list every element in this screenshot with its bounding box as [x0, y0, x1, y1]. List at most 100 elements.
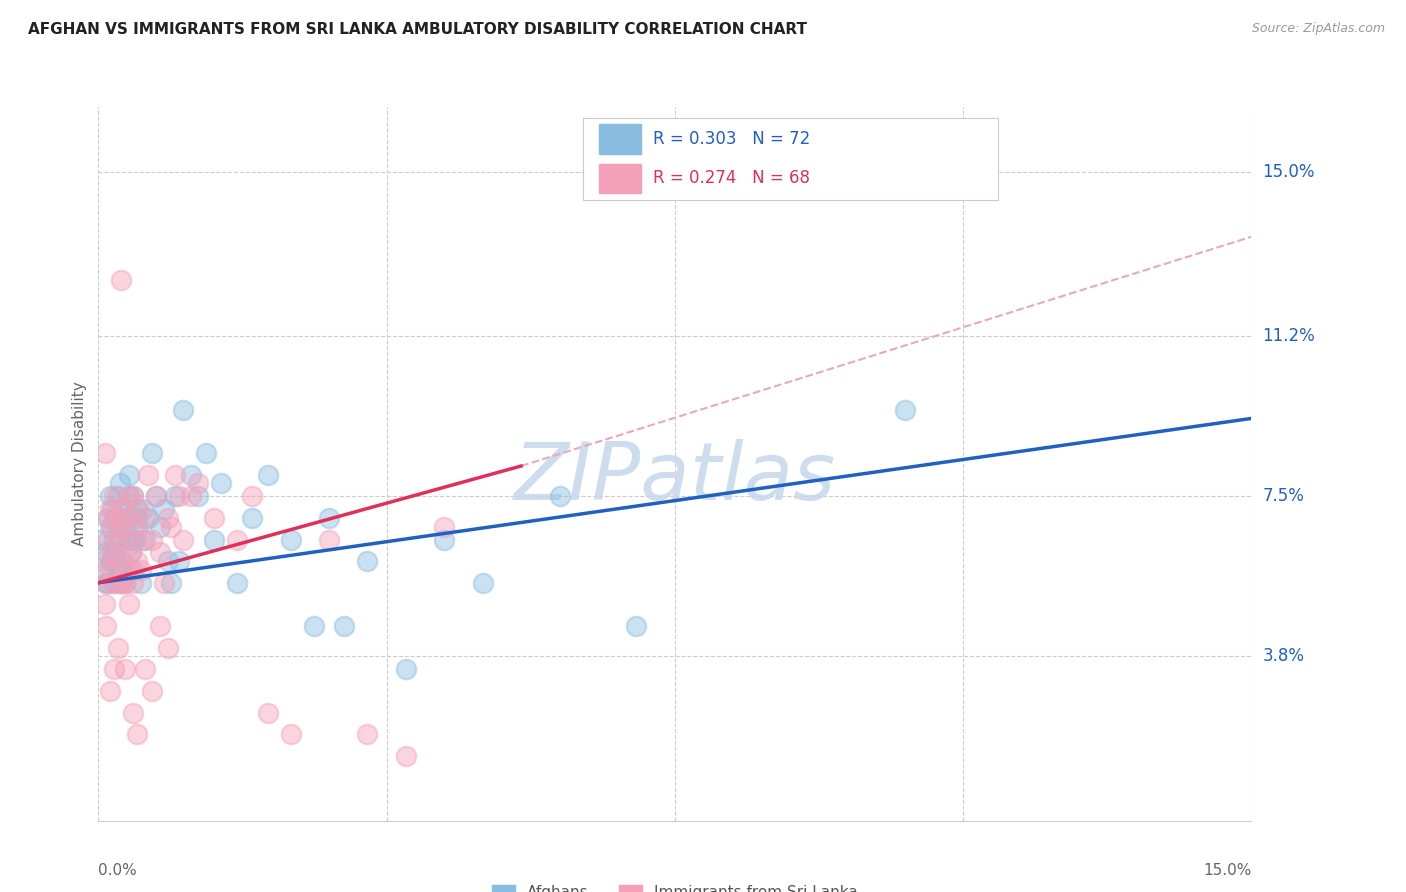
Point [120, 545, 142, 559]
Point [94, 575, 117, 590]
Point [149, 619, 172, 633]
Point [101, 502, 124, 516]
Point [94, 545, 117, 559]
Point [548, 489, 571, 503]
Point [125, 554, 148, 568]
Text: 15.0%: 15.0% [1204, 863, 1251, 879]
Point [125, 727, 148, 741]
Point [149, 519, 172, 533]
Point [240, 511, 263, 525]
Point [134, 511, 156, 525]
Point [160, 575, 183, 590]
Point [97, 511, 120, 525]
Point [114, 519, 136, 533]
Point [318, 533, 340, 547]
Point [302, 619, 325, 633]
Point [165, 467, 187, 482]
Point [395, 662, 418, 676]
Point [167, 554, 190, 568]
Text: 11.2%: 11.2% [1263, 327, 1315, 345]
Y-axis label: Ambulatory Disability: Ambulatory Disability [72, 382, 87, 546]
Point [118, 533, 141, 547]
Point [117, 511, 139, 525]
Point [318, 511, 340, 525]
Point [103, 575, 125, 590]
Point [110, 563, 132, 577]
Point [98, 684, 121, 698]
Point [118, 598, 141, 612]
Point [356, 554, 378, 568]
Point [93, 598, 115, 612]
Point [145, 489, 167, 503]
Point [138, 511, 160, 525]
Point [97, 575, 120, 590]
Point [98, 502, 121, 516]
Point [122, 489, 145, 503]
Point [122, 563, 145, 577]
Point [280, 533, 302, 547]
Point [124, 533, 146, 547]
Point [141, 446, 163, 460]
Point [202, 533, 225, 547]
Text: 15.0%: 15.0% [1263, 163, 1315, 181]
Point [98, 489, 121, 503]
Point [149, 545, 172, 559]
Point [91, 533, 114, 547]
Point [91, 554, 114, 568]
Point [93, 446, 115, 460]
Point [395, 748, 418, 763]
Point [110, 554, 132, 568]
Point [180, 467, 202, 482]
Point [356, 727, 378, 741]
Point [114, 575, 136, 590]
Point [107, 640, 129, 655]
Point [98, 563, 121, 577]
Point [114, 662, 136, 676]
Point [98, 519, 121, 533]
Point [156, 511, 179, 525]
Point [125, 511, 148, 525]
Point [118, 489, 141, 503]
Point [110, 575, 132, 590]
Point [433, 519, 456, 533]
Point [117, 511, 139, 525]
Point [110, 502, 132, 516]
Point [152, 502, 174, 516]
Point [108, 476, 131, 491]
Point [209, 476, 232, 491]
Point [94, 619, 117, 633]
Point [104, 545, 127, 559]
Point [118, 533, 141, 547]
Point [114, 575, 136, 590]
Point [94, 575, 117, 590]
Point [195, 446, 218, 460]
Point [122, 489, 145, 503]
Point [471, 575, 494, 590]
Point [225, 533, 247, 547]
Point [129, 575, 152, 590]
Point [141, 684, 163, 698]
Point [333, 619, 356, 633]
Point [165, 489, 187, 503]
Point [145, 489, 167, 503]
Point [202, 511, 225, 525]
Point [103, 489, 125, 503]
Point [894, 402, 917, 417]
Point [167, 489, 190, 503]
Text: 7.5%: 7.5% [1263, 487, 1305, 505]
Point [111, 502, 134, 516]
Point [129, 563, 152, 577]
Point [172, 402, 194, 417]
Point [118, 467, 141, 482]
Point [118, 563, 141, 577]
Point [107, 533, 129, 547]
Point [152, 575, 174, 590]
Point [101, 545, 124, 559]
Point [280, 727, 302, 741]
Text: ZIPatlas: ZIPatlas [513, 439, 837, 517]
Point [433, 533, 456, 547]
Point [141, 533, 163, 547]
Text: Source: ZipAtlas.com: Source: ZipAtlas.com [1251, 22, 1385, 36]
Point [93, 563, 115, 577]
Point [187, 476, 209, 491]
